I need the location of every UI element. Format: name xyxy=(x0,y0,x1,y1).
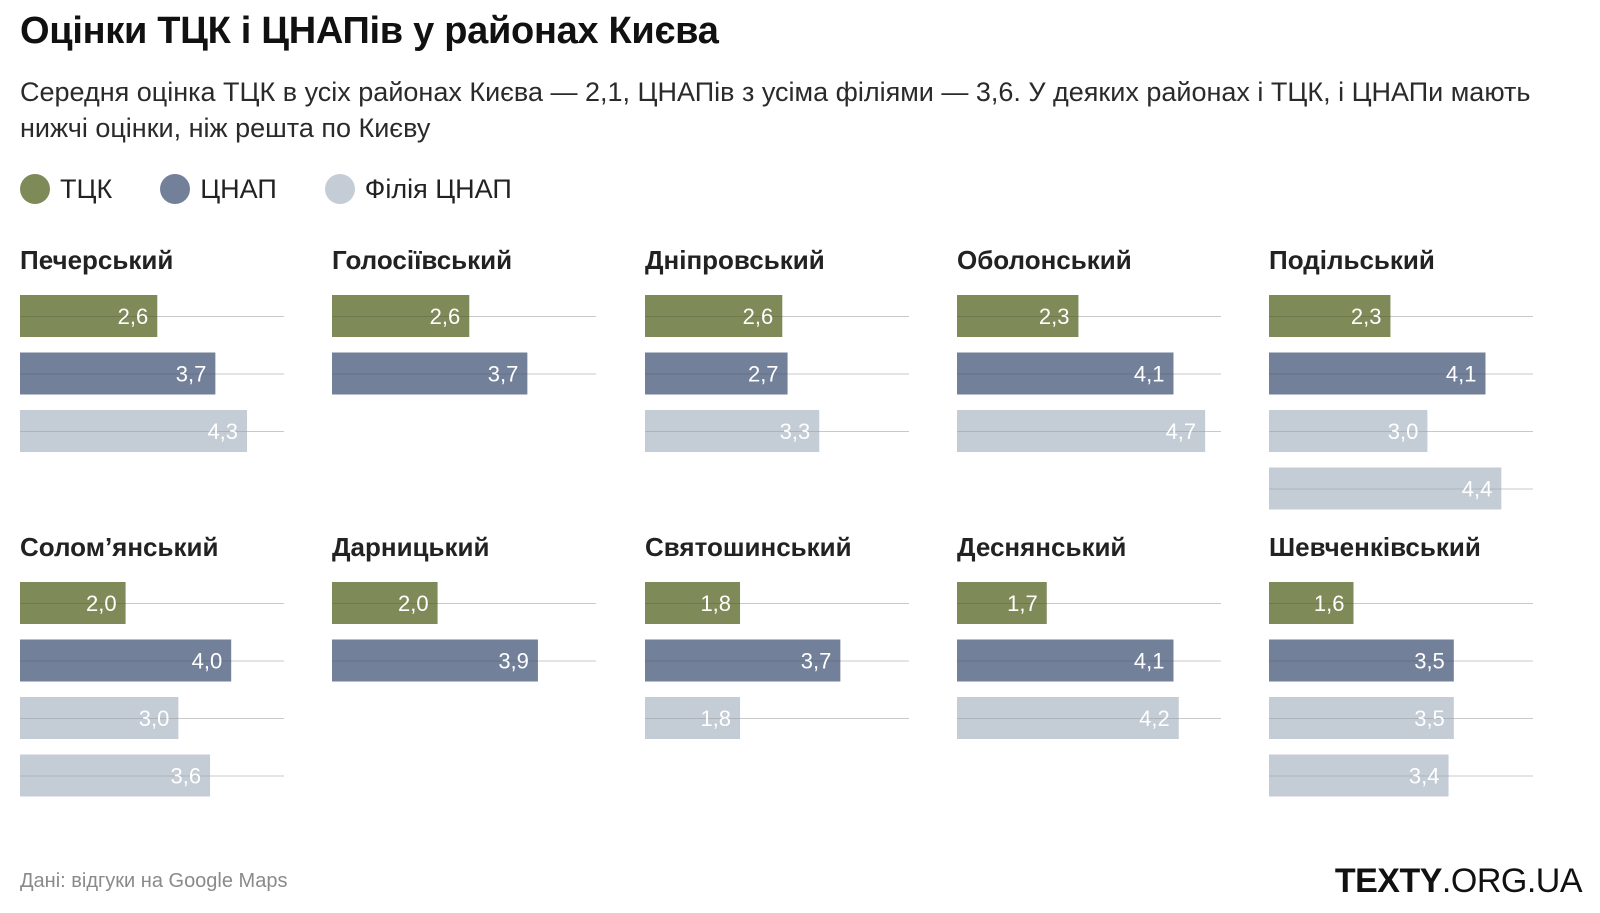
bar xyxy=(1269,697,1454,739)
brand-logo: TEXTY.ORG.UA xyxy=(1334,862,1583,901)
legend-item-cnap: ЦНАП xyxy=(160,174,277,205)
district-title: Дніпровський xyxy=(645,245,825,275)
legend-swatch-cnap xyxy=(160,174,191,204)
bar-value-label: 4,7 xyxy=(1166,419,1197,444)
bar xyxy=(645,410,820,452)
bar xyxy=(332,295,470,337)
bar-value-label: 2,0 xyxy=(86,591,117,616)
bar xyxy=(645,582,741,624)
bar xyxy=(645,352,788,395)
brand-rest: .ORG.UA xyxy=(1441,862,1583,900)
bar xyxy=(957,582,1047,624)
bar-value-label: 3,0 xyxy=(139,706,170,731)
bar-value-label: 3,5 xyxy=(1414,649,1445,674)
bar xyxy=(20,639,232,682)
bar xyxy=(332,639,538,682)
bar xyxy=(20,352,216,395)
bar-value-label: 3,7 xyxy=(176,362,207,387)
chart-title: Оцінки ТЦК і ЦНАПів у районах Києва xyxy=(20,10,719,52)
bar xyxy=(20,295,158,337)
bar xyxy=(332,582,438,624)
bar xyxy=(1269,410,1428,452)
district-title: Подільський xyxy=(1269,245,1435,275)
district-title: Голосіївський xyxy=(332,245,512,275)
district-title: Оболонський xyxy=(957,245,1132,275)
legend-label-cnap: ЦНАП xyxy=(200,173,277,204)
bar-value-label: 2,6 xyxy=(430,304,461,329)
bar-value-label: 3,4 xyxy=(1409,764,1440,789)
bar-value-label: 4,4 xyxy=(1462,477,1493,502)
bar xyxy=(20,697,179,739)
bar-value-label: 1,7 xyxy=(1007,591,1038,616)
bar xyxy=(957,410,1206,452)
legend-swatch-cnap-branch xyxy=(324,174,355,204)
chart-subtitle: Середня оцінка ТЦК в усіх районах Києва … xyxy=(20,77,1531,143)
district-title: Дарницький xyxy=(332,532,490,562)
bar-value-label: 1,8 xyxy=(700,706,731,731)
bar-value-label: 2,0 xyxy=(398,591,429,616)
bar xyxy=(1269,754,1449,797)
bar xyxy=(1269,639,1454,682)
bar-value-label: 2,3 xyxy=(1351,304,1382,329)
bar xyxy=(957,697,1179,739)
district-title: Печерський xyxy=(20,245,173,275)
legend-item-cnap-branch: Філія ЦНАП xyxy=(324,173,512,205)
bar-value-label: 4,3 xyxy=(207,419,238,444)
bar-value-label: 4,1 xyxy=(1134,362,1165,387)
bar-value-label: 4,1 xyxy=(1446,362,1477,387)
bar xyxy=(20,410,248,452)
district-title: Шевченківський xyxy=(1269,532,1481,562)
legend-swatch-tck xyxy=(20,174,50,204)
bar-value-label: 4,1 xyxy=(1134,649,1165,674)
bar xyxy=(645,697,741,739)
bar xyxy=(1269,582,1354,624)
source-note: Дані: відгуки на Google Maps xyxy=(20,870,288,892)
legend-label-cnap-branch: Філія ЦНАП xyxy=(364,173,512,204)
legend-item-tck: ТЦК xyxy=(20,174,112,205)
bar xyxy=(332,352,528,395)
legend-label-tck: ТЦК xyxy=(60,173,113,204)
bar xyxy=(957,639,1174,682)
bar-value-label: 3,7 xyxy=(801,649,832,674)
bar-value-label: 3,7 xyxy=(488,362,519,387)
bar-value-label: 3,0 xyxy=(1388,419,1419,444)
bar xyxy=(1269,352,1486,395)
district-title: Солом’янський xyxy=(20,532,218,562)
bar xyxy=(645,639,841,682)
bar-value-label: 1,8 xyxy=(700,591,731,616)
bar-value-label: 3,3 xyxy=(780,419,811,444)
bar xyxy=(1269,295,1391,337)
brand-bold: TEXTY xyxy=(1334,862,1443,900)
bar-value-label: 3,9 xyxy=(498,649,529,674)
bar-value-label: 2,6 xyxy=(118,304,149,329)
bar-value-label: 3,5 xyxy=(1414,706,1445,731)
district-title: Святошинський xyxy=(645,532,852,562)
bar xyxy=(1269,467,1502,510)
bar xyxy=(957,352,1174,395)
bar-value-label: 2,7 xyxy=(748,362,779,387)
bar-value-label: 4,0 xyxy=(192,649,223,674)
bar xyxy=(20,754,211,797)
legend: ТЦК ЦНАП Філія ЦНАП xyxy=(20,172,560,206)
bar-value-label: 3,6 xyxy=(170,764,201,789)
bar-value-label: 2,6 xyxy=(743,304,774,329)
bar-value-label: 4,2 xyxy=(1139,706,1170,731)
district-title: Деснянський xyxy=(957,532,1126,562)
bar xyxy=(645,295,783,337)
bar xyxy=(957,295,1079,337)
bar-value-label: 2,3 xyxy=(1039,304,1070,329)
bar-value-label: 1,6 xyxy=(1314,591,1345,616)
bar xyxy=(20,582,126,624)
